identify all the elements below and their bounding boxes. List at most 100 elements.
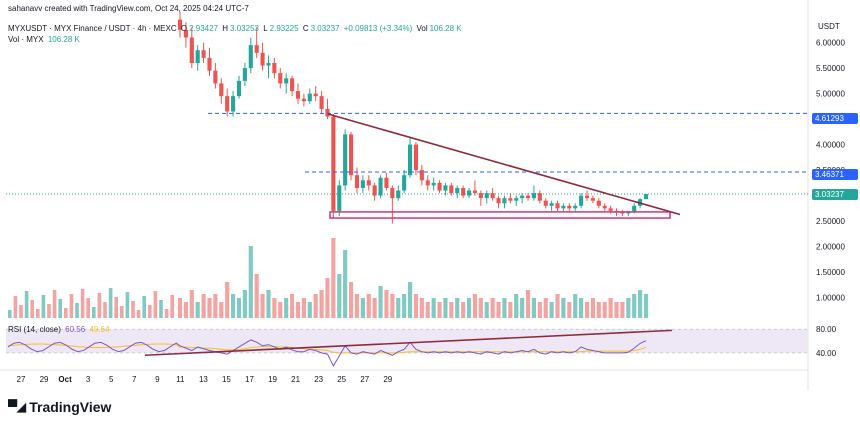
credit-text: sahanavv created with TradingView.com, O…	[8, 4, 249, 13]
volume-bar	[242, 290, 247, 318]
symbol-legend[interactable]: MYXUSDT · MYX Finance / USDT · 4h · MEXC…	[8, 24, 464, 33]
rsi-legend[interactable]: RSI (14, close) 60.56 49.64	[8, 325, 111, 334]
tradingview-logo[interactable]: ▀◢ TradingView	[8, 399, 111, 415]
volume-bar	[472, 294, 478, 318]
x-tick-label: 29	[40, 375, 49, 384]
volume-bar	[360, 298, 365, 318]
volume-label: Vol	[416, 24, 428, 33]
volume-bar	[590, 298, 595, 318]
volume-bar	[231, 294, 236, 318]
x-tick-label: 11	[176, 375, 185, 384]
candle-body	[396, 190, 401, 199]
x-tick-label: Oct	[58, 375, 72, 384]
x-tick-label: 5	[109, 375, 114, 384]
volume-bar	[502, 298, 507, 318]
volume-bar	[170, 295, 174, 318]
y-tick-label: 2.00000	[816, 243, 845, 252]
volume-bar	[437, 302, 442, 318]
candle-body	[390, 187, 395, 199]
volume-bar	[75, 303, 79, 318]
candle-body	[567, 205, 572, 209]
candle-body	[313, 93, 318, 97]
volume-bar	[407, 282, 413, 318]
candle-body	[231, 96, 236, 112]
high-value: 3.03253	[230, 24, 259, 33]
volume-bar	[125, 292, 130, 318]
candle-body	[372, 185, 377, 196]
volume-bar	[490, 298, 495, 318]
close-value: 3.03237	[310, 24, 340, 33]
volume-bar	[384, 290, 389, 318]
open-value: 2.93427	[189, 24, 219, 33]
candle-body	[632, 205, 637, 212]
volume-bar	[508, 302, 513, 318]
volume-bar	[236, 298, 242, 318]
candle-body	[455, 187, 460, 194]
candle-body	[502, 198, 507, 204]
candle-body	[189, 37, 194, 63]
volume-bar	[97, 293, 102, 318]
symbol-title: MYXUSDT · MYX Finance / USDT · 4h · MEXC	[8, 24, 177, 33]
volume-bar	[643, 294, 649, 318]
low-value: 2.93225	[269, 24, 299, 33]
volume-bar	[378, 286, 383, 318]
candle-body	[643, 194, 649, 200]
candle-body	[378, 177, 383, 196]
volume-bar	[92, 307, 96, 318]
volume-bar	[36, 309, 40, 318]
volume-bar	[136, 310, 141, 318]
candle-body	[555, 203, 560, 209]
candle-body	[183, 29, 188, 38]
rsi-band	[6, 329, 808, 353]
volume-bar	[366, 294, 371, 318]
candle-body	[207, 57, 212, 71]
volume-bar	[555, 294, 560, 318]
volume-bar	[478, 298, 483, 318]
volume-bar	[301, 298, 306, 318]
candle-body	[596, 200, 601, 206]
candle-body	[407, 144, 413, 176]
volume-bar	[413, 294, 419, 318]
volume-bar	[260, 294, 265, 318]
candle-body	[236, 80, 242, 97]
rsi-legend-label: RSI (14, close)	[8, 325, 61, 334]
volume-bar	[579, 298, 584, 318]
volume-bar	[13, 296, 18, 318]
volume-bar	[284, 298, 289, 318]
resistance-price-label: 4.61293	[812, 113, 858, 124]
volume-bar	[514, 294, 519, 318]
volume-bar	[466, 298, 472, 318]
volume-bar	[131, 301, 135, 318]
volume-legend-label: Vol · MYX	[8, 35, 44, 44]
volume-legend[interactable]: Vol · MYX 106.28 K	[8, 35, 82, 44]
volume-bar	[114, 297, 118, 318]
volume-bar	[8, 310, 12, 318]
volume-value: 106.28 K	[429, 24, 462, 33]
x-tick-label: 25	[337, 375, 346, 384]
volume-bar	[331, 238, 336, 318]
candle-body	[177, 19, 183, 30]
rsi-line	[7, 339, 647, 367]
candle-body	[620, 211, 625, 214]
candle-body	[307, 93, 312, 102]
y-tick-label: 5.50000	[816, 64, 845, 73]
change-value: +0.09813 (+3.34%)	[343, 24, 413, 33]
volume-bar	[207, 298, 212, 318]
candle-body	[354, 175, 360, 188]
volume-bar	[213, 294, 218, 318]
low-label: L	[263, 24, 268, 33]
y-tick-label: 6.00000	[816, 39, 845, 48]
volume-bar	[561, 298, 566, 318]
rsi-ma-line	[7, 343, 647, 354]
x-tick-label: 9	[155, 375, 160, 384]
candle-body	[602, 205, 607, 209]
volume-bar	[108, 288, 113, 318]
volume-bar	[319, 290, 324, 318]
x-tick-label: 19	[268, 375, 277, 384]
rsi-tick-label: 80.00	[816, 325, 837, 334]
volume-bar	[638, 290, 643, 318]
current-price-label: 3.03237	[812, 189, 858, 200]
x-tick-label: 13	[199, 375, 208, 384]
high-label: H	[222, 24, 229, 33]
